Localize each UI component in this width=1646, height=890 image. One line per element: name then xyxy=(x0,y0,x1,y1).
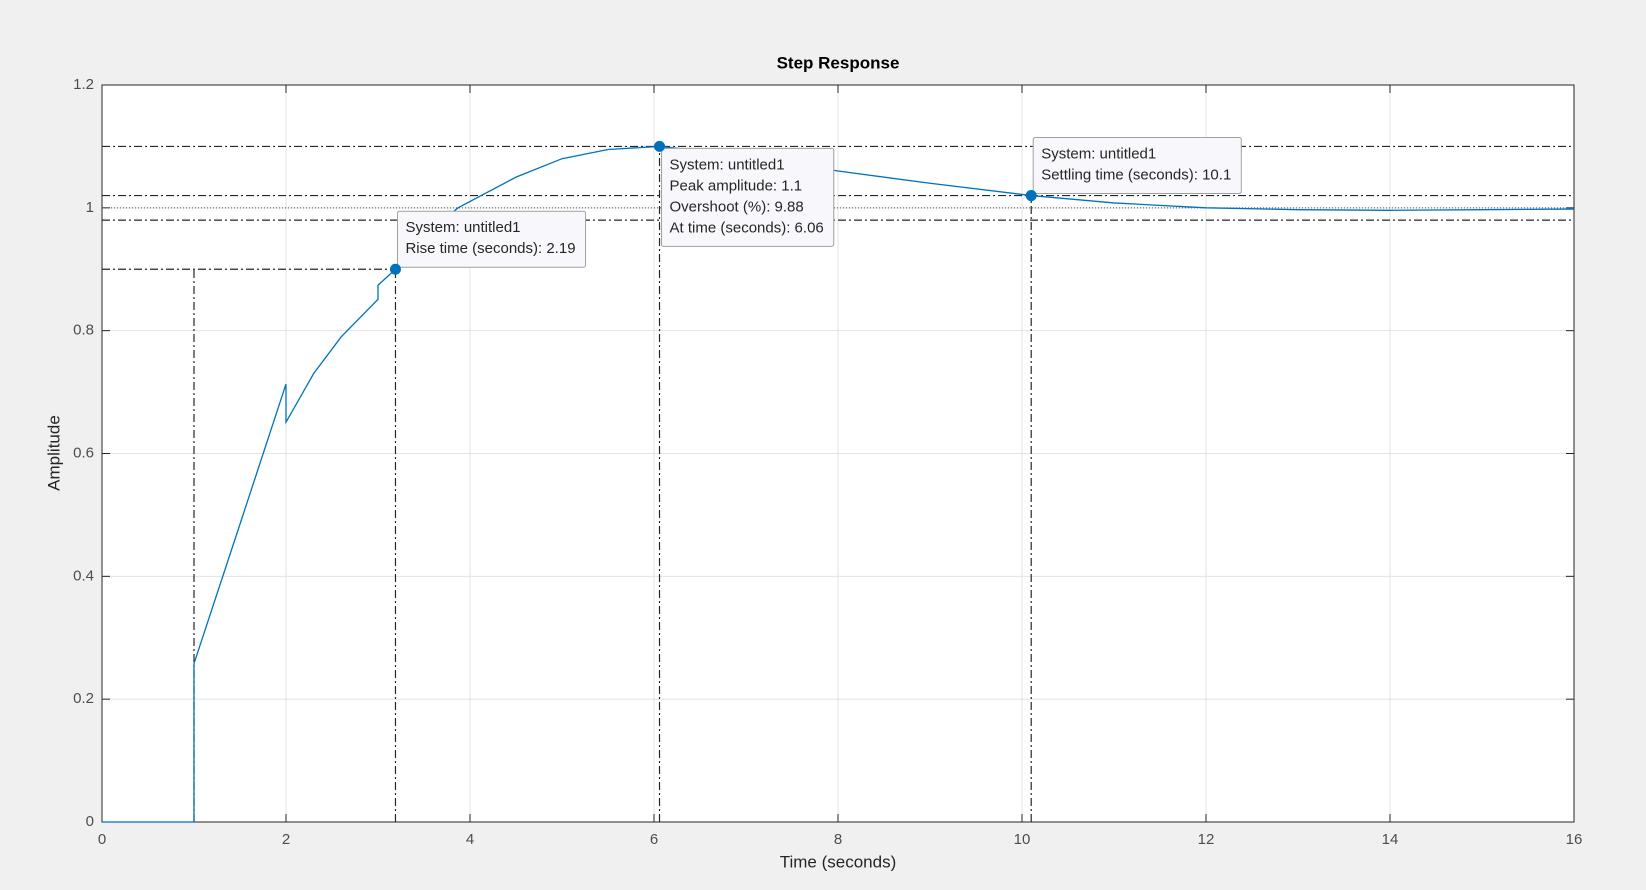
data-tip-marker xyxy=(654,140,666,152)
data-tip-text: System: untitled1 xyxy=(1041,146,1156,163)
x-tick-label: 2 xyxy=(282,831,290,848)
data-tip-box xyxy=(661,147,835,247)
data-tip-text: Overshoot (%): 9.88 xyxy=(670,198,804,215)
y-axis-label: Amplitude xyxy=(44,415,63,491)
x-tick-label: 8 xyxy=(834,831,842,848)
plot-frame xyxy=(101,84,1575,823)
data-tip-box xyxy=(1032,137,1242,195)
data-tip-box xyxy=(396,210,587,268)
data-tip-text: At time (seconds): 6.06 xyxy=(670,219,824,236)
x-tick-label: 14 xyxy=(1382,831,1399,848)
data-tip-text: Peak amplitude: 1.1 xyxy=(670,177,803,194)
data-tip: System: untitled1 Settling time (seconds)… xyxy=(1032,137,1242,195)
y-tick-label: 0.6 xyxy=(73,444,94,461)
x-tick-label: 6 xyxy=(650,831,658,848)
y-tick-label: 1.2 xyxy=(73,76,94,93)
data-tip: System: untitled1 Peak amplitude: 1.1 Over… xyxy=(661,147,835,247)
y-tick-label: 1 xyxy=(86,199,94,216)
x-tick-label: 16 xyxy=(1566,831,1583,848)
x-tick-label: 10 xyxy=(1014,831,1031,848)
x-axis-label: Time (seconds) xyxy=(780,852,897,871)
y-tick-label: 0 xyxy=(86,813,94,830)
x-tick-label: 0 xyxy=(98,831,106,848)
data-tip-marker xyxy=(1025,190,1037,202)
data-tip-text: Rise time (seconds): 2.19 xyxy=(405,240,575,257)
x-tick-label: 12 xyxy=(1198,831,1215,848)
x-tick-label: 4 xyxy=(466,831,474,848)
data-tip-marker xyxy=(389,263,401,275)
data-tip: System: untitled1 Rise time (seconds): 2.… xyxy=(396,210,587,268)
y-tick-label: 0.8 xyxy=(73,322,94,339)
data-tip-text: Settling time (seconds): 10.1 xyxy=(1041,167,1231,184)
data-tip-text: System: untitled1 xyxy=(670,156,785,173)
y-tick-label: 0.4 xyxy=(73,567,94,584)
line-series xyxy=(102,145,1575,823)
chart-title: Step Response xyxy=(777,53,900,72)
y-tick-label: 0.2 xyxy=(73,690,94,707)
data-tip-text: System: untitled1 xyxy=(405,219,520,236)
